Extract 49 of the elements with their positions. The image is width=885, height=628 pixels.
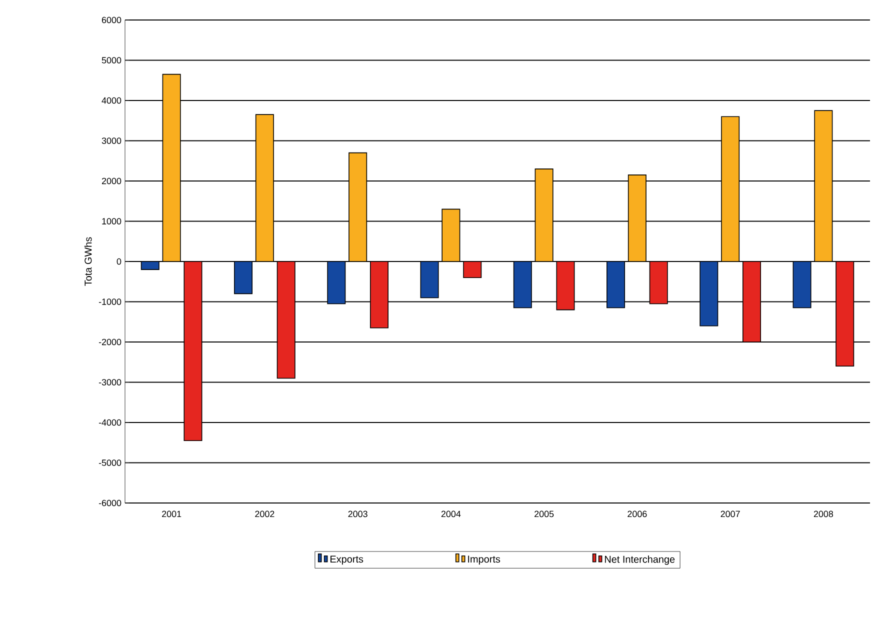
x-tick-label: 2005 <box>534 510 554 518</box>
y-tick-label: 5000 <box>102 57 122 64</box>
y-tick-label: -6000 <box>98 500 122 506</box>
x-tick-label: 2008 <box>814 510 834 518</box>
x-tick-label: 2007 <box>720 510 740 518</box>
bar <box>140 261 160 270</box>
bar <box>348 152 368 262</box>
bar <box>513 261 532 308</box>
y-tick-label: -3000 <box>98 379 122 386</box>
y-tick-label: -4000 <box>98 419 122 426</box>
bar <box>276 261 296 379</box>
y-tick-label: 6000 <box>102 16 122 24</box>
y-tick-label: 1000 <box>102 218 122 224</box>
bar <box>420 261 439 298</box>
bar <box>556 261 575 310</box>
legend-label: Imports <box>468 556 500 565</box>
bar <box>234 261 253 294</box>
bar <box>327 261 346 304</box>
x-tick-label: 2003 <box>348 510 368 518</box>
bar <box>370 261 388 328</box>
y-tick-label: 4000 <box>102 97 122 104</box>
y-tick-label: 3000 <box>102 138 122 144</box>
y-tick-label: 2000 <box>102 178 122 184</box>
bar <box>162 74 181 262</box>
y-axis-title: Tota GWhs <box>84 237 92 286</box>
bar <box>534 168 554 262</box>
legend-label: Net Interchange <box>604 556 675 565</box>
bar <box>255 114 274 262</box>
bar <box>628 174 646 262</box>
x-tick-label: 2006 <box>628 510 647 518</box>
legend-label: Exports <box>330 556 364 565</box>
bar <box>649 261 668 304</box>
x-tick-label: 2001 <box>162 510 182 518</box>
bar <box>184 261 202 442</box>
bar <box>742 261 761 342</box>
x-tick-label: 2004 <box>441 510 461 518</box>
bar <box>721 116 740 262</box>
x-tick-label: 2002 <box>255 510 274 518</box>
bar <box>606 261 626 308</box>
bar <box>814 110 833 262</box>
y-tick-label: 0 <box>116 258 122 265</box>
bar <box>700 261 718 326</box>
bar <box>836 261 854 367</box>
y-tick-label: -1000 <box>98 298 122 305</box>
bar <box>463 261 482 278</box>
bar <box>442 208 460 262</box>
y-tick-label: -2000 <box>98 338 122 346</box>
bar <box>792 261 812 308</box>
y-tick-label: -5000 <box>98 460 122 466</box>
